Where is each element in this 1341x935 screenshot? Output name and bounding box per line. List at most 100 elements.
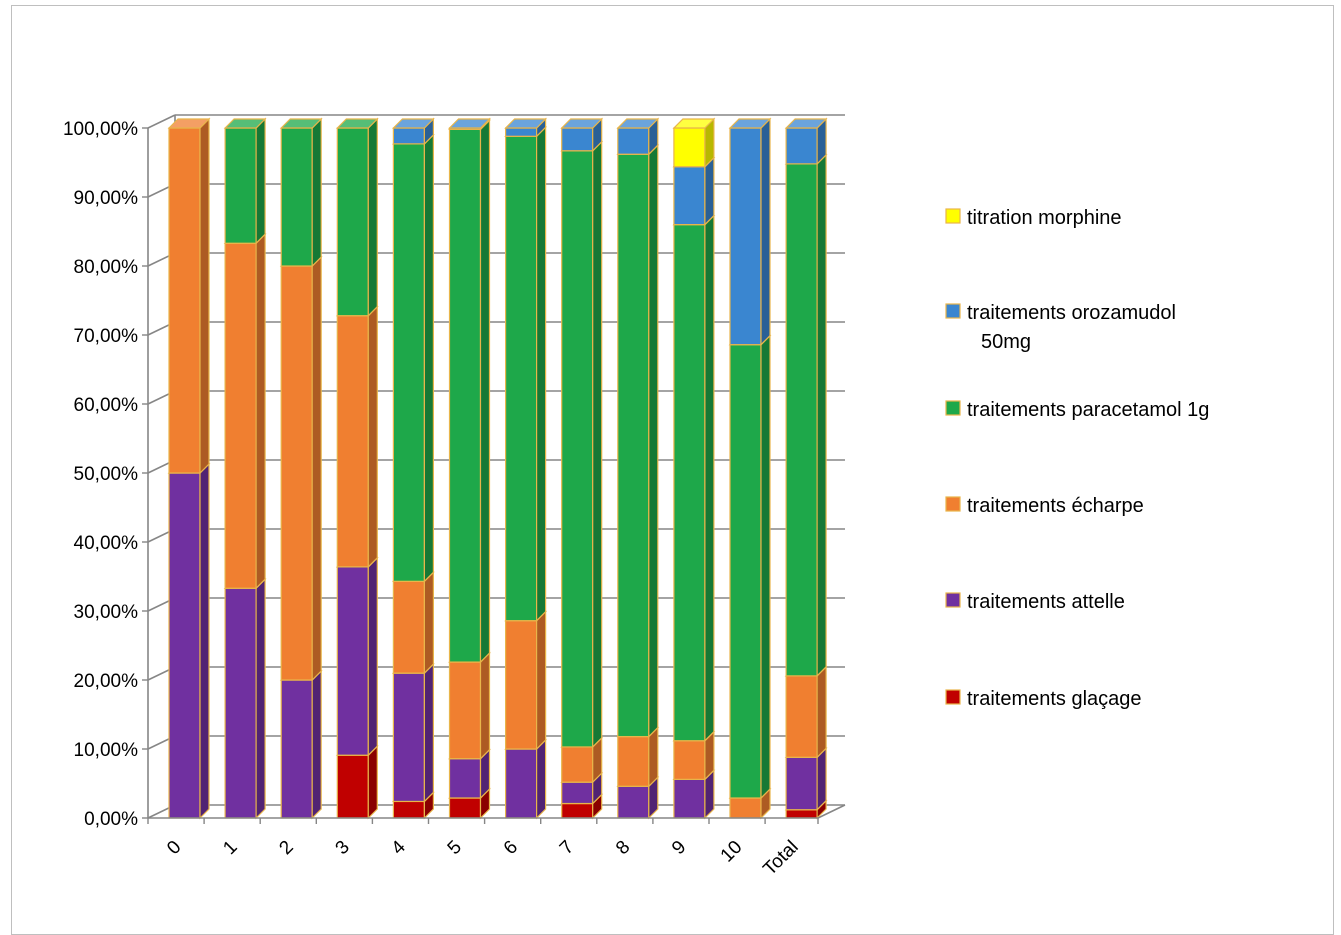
bar-face (224, 587, 257, 819)
x-tick-label: 6 (500, 837, 522, 859)
bar-side (535, 125, 547, 623)
bar-segment (672, 214, 716, 743)
bar-segment (504, 738, 548, 820)
bar-side (535, 738, 547, 820)
bar-face (785, 809, 818, 819)
bar-segment (784, 153, 828, 678)
bar-segment (448, 117, 491, 131)
x-tick-label: Total (759, 837, 802, 880)
bar-side (255, 232, 266, 590)
bar-side (367, 117, 378, 318)
legend-swatch (945, 592, 961, 608)
bar-stack-2 (279, 117, 323, 820)
legend-item: titration morphine (945, 207, 1122, 229)
bar-stack-1 (223, 117, 267, 820)
bar-segment (504, 125, 548, 623)
bar-top (167, 118, 211, 129)
bar-face (168, 472, 201, 819)
bar-segment (279, 117, 323, 268)
bar-segment (335, 744, 379, 820)
bar-segment (448, 651, 491, 761)
bar-side (648, 143, 659, 739)
bar-side (423, 570, 434, 675)
bar-side (311, 255, 322, 682)
bar-side (648, 726, 659, 788)
y-tick-label: 0,00% (84, 809, 138, 830)
legend-item: traitements glaçage (945, 688, 1142, 710)
legend-label: titration morphine (967, 207, 1122, 229)
bar-face (505, 620, 538, 750)
bar-segment (167, 117, 211, 475)
y-tick-label: 60,00% (74, 395, 139, 416)
legend: titration morphine traitements orozamudol… (945, 207, 1209, 710)
bar-segment (335, 556, 379, 757)
legend-swatch (945, 400, 961, 416)
bar-face (392, 143, 425, 582)
legend-label: traitements écharpe (967, 495, 1144, 517)
bar-face (448, 797, 482, 819)
bar-face (392, 580, 425, 674)
bar-top (728, 118, 772, 129)
bar-stack-6 (504, 117, 548, 820)
bar-side (535, 610, 547, 751)
bar-top (672, 118, 716, 129)
bar-face (392, 800, 425, 819)
bar-segment (391, 133, 435, 583)
bar-side (479, 651, 491, 761)
bar-stack-4 (391, 117, 435, 820)
bar-stack-9 (672, 117, 716, 820)
bar-stack-7 (560, 117, 604, 820)
y-tick-label: 90,00% (74, 188, 139, 209)
bar-segment (391, 117, 435, 146)
bar-face (392, 127, 425, 145)
bar-segment (335, 117, 379, 318)
bar-segment (560, 117, 604, 153)
bar-face (561, 781, 594, 805)
y-tick-label: 30,00% (74, 602, 139, 623)
bar-segment (223, 232, 267, 590)
bar-face (280, 679, 313, 819)
bar-face (561, 127, 594, 152)
legend-item: traitements orozamudol 50mg (945, 302, 1176, 353)
bar-segment (728, 334, 772, 800)
y-tick-label: 20,00% (74, 671, 139, 692)
bar-face (561, 746, 594, 783)
x-tick-label: 9 (668, 837, 690, 859)
x-tick-label: 3 (332, 837, 354, 859)
bar-face (673, 224, 706, 742)
bar-top (448, 118, 491, 129)
bar-segment (784, 117, 828, 166)
bar-top (784, 118, 828, 129)
bar-side (255, 117, 266, 245)
bar-face (729, 127, 762, 346)
bar-face (280, 265, 313, 681)
bar-face (729, 344, 762, 799)
bar-stack-10 (728, 117, 772, 820)
bar-segment (223, 117, 267, 245)
bar-side (704, 214, 715, 743)
bar-side (479, 118, 491, 664)
bar-face (561, 150, 594, 748)
bar-face (505, 135, 538, 622)
bar-segment (391, 570, 435, 675)
bar-segment (335, 305, 379, 569)
bar-face (336, 754, 369, 819)
bar-face (673, 740, 706, 780)
legend-label: traitements orozamudol 50mg (967, 302, 1176, 353)
x-tick-label: 10 (717, 837, 747, 867)
bar-side (760, 117, 771, 347)
bar-face (617, 735, 650, 787)
bar-top (279, 118, 323, 129)
bar-segment (616, 143, 660, 739)
bar-face (224, 242, 257, 589)
x-tick-label: 0 (163, 837, 185, 859)
x-tick-label: 2 (275, 837, 297, 859)
legend-swatch (945, 303, 961, 319)
bars-layer (167, 117, 828, 820)
bar-top (223, 118, 267, 129)
bar-side (311, 669, 322, 820)
legend-swatch (945, 208, 961, 224)
bar-face (617, 153, 650, 738)
bar-top (391, 118, 435, 129)
bar-side (255, 577, 266, 820)
